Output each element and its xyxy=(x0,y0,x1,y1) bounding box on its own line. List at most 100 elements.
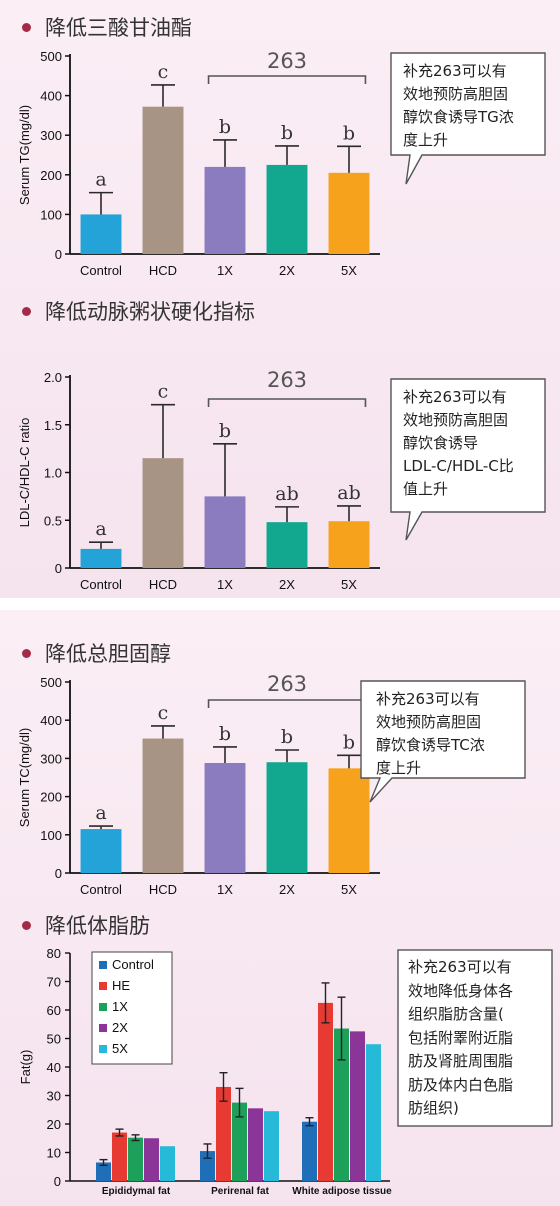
significance-letter: a xyxy=(95,169,106,191)
bar-1x xyxy=(128,1137,143,1181)
significance-letter: b xyxy=(281,122,293,144)
y-tick-label: 100 xyxy=(40,828,62,843)
legend-label: Control xyxy=(112,957,154,972)
x-tick-label: 5X xyxy=(341,263,357,278)
tg-heading-text: 降低三酸甘油酯 xyxy=(45,16,192,40)
x-tick-label: 2X xyxy=(279,577,295,592)
bar-5x xyxy=(160,1146,175,1181)
tg-callout: 补充263可以有 效地预防高胆固 醇饮食诱导TG浓 度上升 xyxy=(388,50,548,190)
y-tick-label: 20 xyxy=(47,1117,61,1132)
bar-5x xyxy=(264,1111,279,1181)
x-tick-label: HCD xyxy=(149,577,177,592)
bar-hcd xyxy=(142,106,184,254)
bar-5x xyxy=(328,768,370,873)
bullet-icon xyxy=(22,920,31,930)
y-tick-label: 40 xyxy=(47,1060,61,1075)
bar-5x xyxy=(328,521,370,568)
legend-label: HE xyxy=(112,978,130,993)
y-tick-label: 200 xyxy=(40,168,62,183)
significance-letter: ab xyxy=(337,482,361,504)
speech-bubble-icon xyxy=(390,378,546,541)
y-tick-label: 400 xyxy=(40,713,62,728)
speech-bubble-icon xyxy=(390,52,546,185)
tc-heading-text: 降低总胆固醇 xyxy=(45,642,171,666)
y-tick-label: 500 xyxy=(40,675,62,690)
bar-2x xyxy=(350,1031,365,1181)
y-tick-label: 0 xyxy=(55,247,62,262)
tc-callout-text: 补充263可以有 效地预防高胆固 醇饮食诱导TC浓 度上升 xyxy=(376,690,485,777)
ldl-bar-chart: 0 0.5 1.0 1.5 2.0 LDL-C/HDL-C ratio a Control c H… xyxy=(17,368,380,592)
x-tick-label: Control xyxy=(80,577,122,592)
fat-bar-chart: 0 10 20 30 40 50 60 70 80 Fat(g) Epididymal fat Per… xyxy=(18,946,392,1197)
group-bracket xyxy=(207,75,367,84)
significance-letter: b xyxy=(219,420,231,442)
bar-hcd xyxy=(142,738,184,873)
bar-2x xyxy=(266,522,308,568)
y-axis-label: LDL-C/HDL-C ratio xyxy=(17,418,32,528)
y-tick-label: 0.5 xyxy=(44,513,62,528)
legend-swatch xyxy=(99,982,107,990)
significance-letter: c xyxy=(158,61,169,83)
significance-letter: a xyxy=(95,802,106,824)
x-tick-label: 2X xyxy=(279,263,295,278)
significance-letter: c xyxy=(158,381,169,403)
y-tick-label: 300 xyxy=(40,128,62,143)
bar-1x xyxy=(204,762,246,873)
y-tick-label: 400 xyxy=(40,89,62,104)
bar-control xyxy=(80,829,122,873)
bullet-icon xyxy=(22,22,31,32)
bar-5x xyxy=(328,172,370,254)
y-tick-label: 2.0 xyxy=(44,370,62,385)
bar-1x xyxy=(204,496,246,568)
y-tick-label: 60 xyxy=(47,1003,61,1018)
y-axis-label: Serum TC(mg/dl) xyxy=(17,728,32,827)
x-tick-label: Control xyxy=(80,263,122,278)
legend-label: 5X xyxy=(112,1041,128,1056)
fat-section-heading: 降低体脂肪 xyxy=(22,910,150,940)
y-tick-label: 500 xyxy=(40,49,62,64)
bar-hcd xyxy=(142,458,184,568)
bar-2x xyxy=(266,762,308,873)
x-tick-label: 5X xyxy=(341,577,357,592)
y-axis-label: Fat(g) xyxy=(18,1050,33,1085)
y-tick-label: 0 xyxy=(54,1174,61,1189)
bar-2x xyxy=(248,1108,263,1181)
y-tick-label: 50 xyxy=(47,1032,61,1047)
significance-letter: c xyxy=(158,702,169,724)
y-tick-label: 80 xyxy=(47,946,61,961)
bracket-label: 263 xyxy=(267,49,307,73)
bracket-label: 263 xyxy=(267,672,307,696)
bar-control xyxy=(302,1121,317,1181)
significance-letter: b xyxy=(343,731,355,753)
bullet-icon xyxy=(22,648,31,658)
x-tick-label: Perirenal fat xyxy=(211,1186,269,1197)
x-tick-label: 2X xyxy=(279,882,295,897)
bar-control xyxy=(80,548,122,568)
bar-5x xyxy=(366,1044,381,1181)
x-tick-label: 1X xyxy=(217,577,233,592)
legend-swatch xyxy=(99,1003,107,1011)
bar-2x xyxy=(266,164,308,254)
y-tick-label: 300 xyxy=(40,751,62,766)
x-tick-label: Control xyxy=(80,882,122,897)
x-tick-label: White adipose tissue xyxy=(292,1186,392,1197)
fat-heading-text: 降低体脂肪 xyxy=(45,914,150,938)
legend-swatch xyxy=(99,961,107,969)
bar-control xyxy=(96,1162,111,1181)
x-tick-label: HCD xyxy=(149,263,177,278)
bar-1x xyxy=(204,166,246,254)
ldl-callout: 补充263可以有 效地预防高胆固 醇饮食诱导 LDL-C/HDL-C比 值上升 xyxy=(388,376,548,544)
significance-letter: ab xyxy=(275,483,299,505)
significance-letter: b xyxy=(219,723,231,745)
panel-divider xyxy=(0,598,560,610)
legend-label: 1X xyxy=(112,999,128,1014)
bullet-icon xyxy=(22,306,31,316)
y-tick-label: 0 xyxy=(55,866,62,881)
tc-bar-chart: 0 100 200 300 400 500 Serum TC(mg/dl) a Control c… xyxy=(17,672,380,897)
legend-swatch xyxy=(99,1045,107,1053)
x-tick-label: 1X xyxy=(217,263,233,278)
bar-he xyxy=(318,1002,333,1181)
speech-bubble-icon xyxy=(360,680,526,803)
x-tick-label: 1X xyxy=(217,882,233,897)
bar-control xyxy=(80,214,122,254)
